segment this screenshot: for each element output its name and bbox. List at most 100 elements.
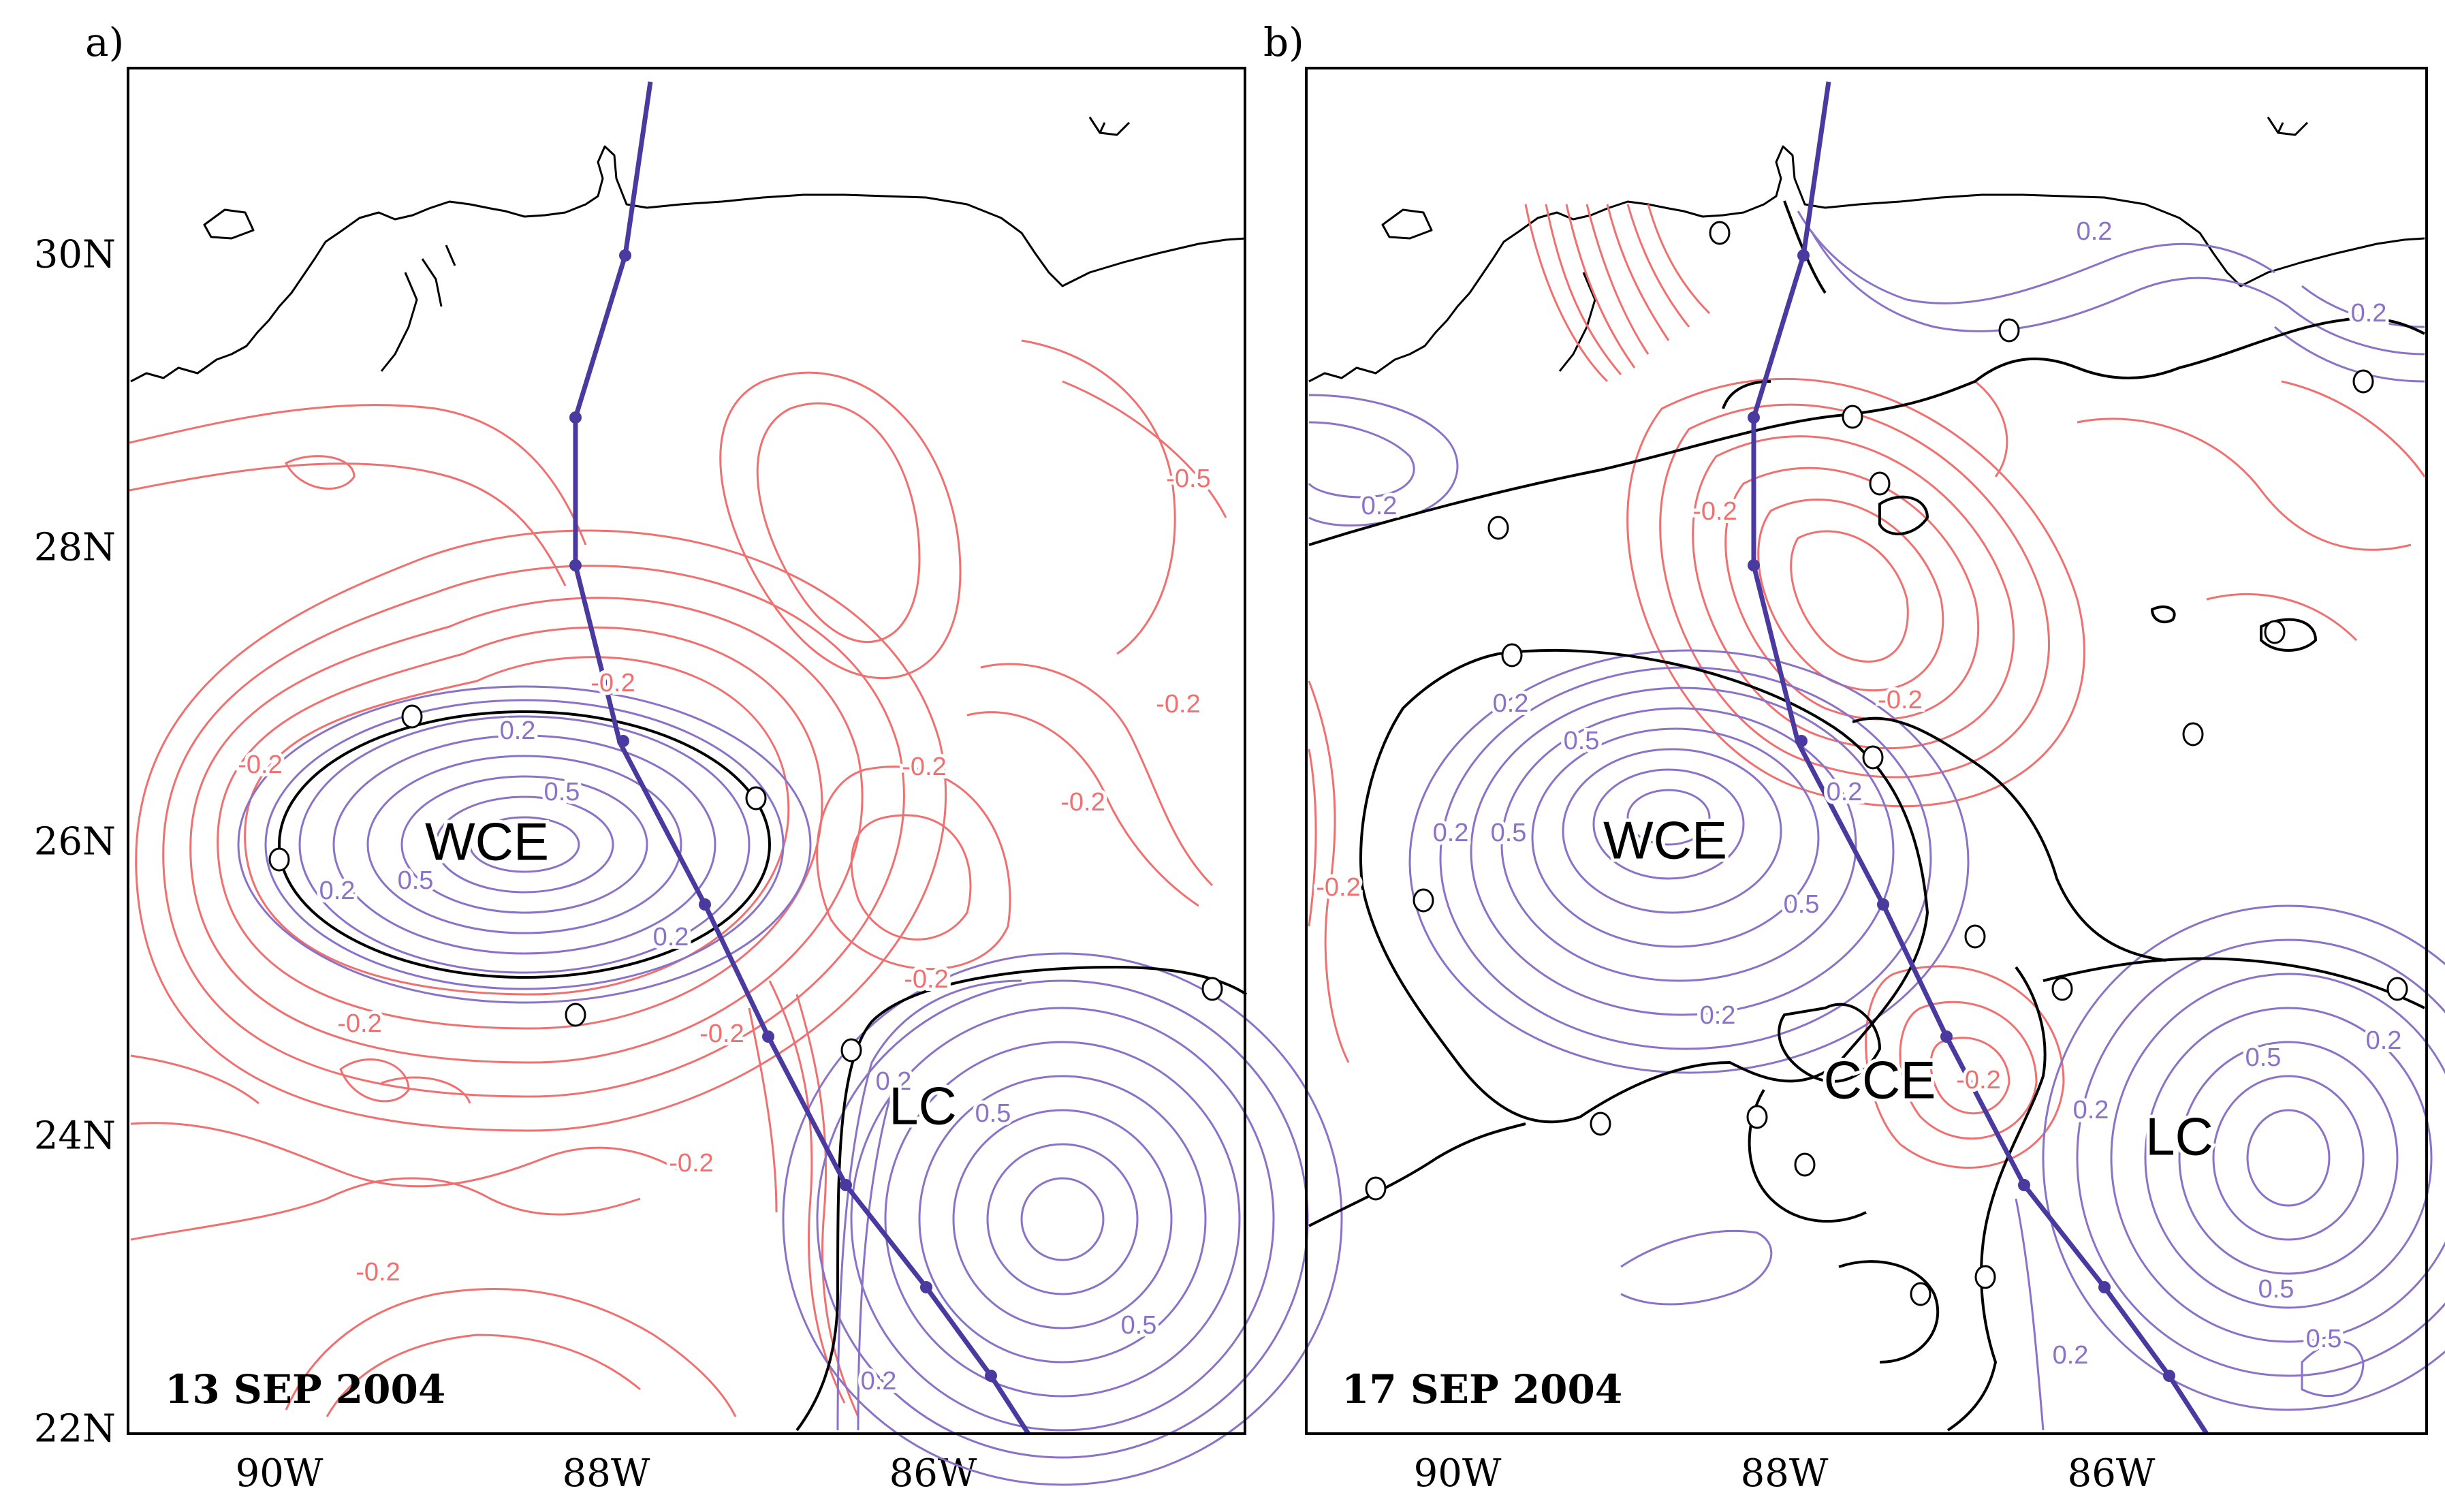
pos-contour-ring [1592, 768, 1745, 880]
contour-label: 0.5 [1121, 1311, 1157, 1340]
coastline-island-mississippi [380, 272, 418, 372]
pos-contour-ring [1020, 1177, 1105, 1261]
contour-label: -0.2 [356, 1258, 400, 1287]
contour-label: 0.5 [544, 778, 580, 806]
neg-contour-line [966, 711, 1199, 907]
neg-contour-line [130, 1054, 259, 1105]
coastline-island [1381, 208, 1433, 240]
neg-contour-line [1062, 380, 1227, 518]
contour-label-zero [1709, 221, 1731, 245]
contour-label-zero [745, 786, 767, 810]
neg-contour-ring [719, 371, 962, 679]
coastline-island-mississippi-2 [421, 258, 443, 307]
pos-contour-ring [2212, 1075, 2365, 1241]
contour-label-zero [1201, 977, 1223, 1001]
lat-tick-22n: 22N [34, 1407, 116, 1451]
neg-contour-ring [1692, 435, 2015, 750]
lat-tick-30n: 30N [34, 233, 116, 277]
contour-label: -0.2 [699, 1020, 744, 1048]
contour-label: 0.2 [1433, 819, 1469, 847]
track-point [2018, 1179, 2030, 1191]
lon-tick-90w: 90W [236, 1451, 324, 1496]
track-point [699, 898, 711, 911]
contour-label: 0.2 [2077, 217, 2113, 246]
neg-contour-line [129, 404, 587, 546]
pos-contour-line [1810, 231, 2289, 332]
hurricane-track-points [569, 249, 997, 1382]
contour-label-zero [1501, 643, 1523, 667]
track-point [619, 249, 631, 262]
contour-label-zero [1365, 1176, 1387, 1201]
contour-label: -0.2 [1060, 788, 1105, 817]
contour-label: -0.2 [904, 965, 948, 994]
contour-label-zero [1974, 1265, 1996, 1289]
negative-contour-labels: -0.2 -0.2 -0.2 -0.2 -0.2 -0.2 -0.2 -0.2 … [234, 461, 1214, 1290]
neg-contour-line [130, 1122, 682, 1188]
pos-contour-ring [1531, 727, 1820, 948]
contour-label: -0.5 [1166, 464, 1210, 493]
panel-a-date: 13 SEP 2004 [165, 1366, 445, 1413]
contour-label-zero [1746, 1105, 1768, 1129]
neg-contour-ring [135, 529, 947, 1132]
pos-contour-line [2015, 1198, 2045, 1431]
neg-contour-ring [756, 402, 921, 643]
zero-contour-line [1838, 1260, 1940, 1364]
pos-contour-line [2288, 305, 2425, 356]
pos-contour-line [1797, 210, 2275, 304]
lat-tick-28n: 28N [34, 526, 116, 570]
contour-label: 0.2 [500, 716, 536, 745]
coastline-island [203, 208, 255, 240]
lon-tick-88w-b: 88W [1741, 1451, 1829, 1496]
contour-label: 0.5 [398, 866, 434, 895]
track-point [617, 735, 629, 747]
pos-contour-ring [918, 1075, 1207, 1364]
contour-label: -0.2 [238, 751, 282, 779]
track-point [1940, 1030, 1953, 1043]
pos-contour-ring [1626, 789, 1711, 846]
contour-label-zero [2051, 977, 2073, 1001]
contour-label-zero [268, 847, 290, 872]
zero-contours [268, 704, 1248, 1432]
track-point [569, 411, 582, 424]
contour-label: 0.5 [1491, 819, 1527, 847]
track-point [1877, 898, 1889, 911]
neg-contour-line [130, 1177, 641, 1241]
coastline [1308, 145, 2425, 383]
pos-contour-ring [1408, 649, 1970, 1074]
contour-label: 0.5 [1784, 890, 1820, 919]
contour-label: 0.5 [2245, 1043, 2282, 1072]
track-point [1748, 411, 1760, 424]
pos-contour-line [836, 979, 1022, 1431]
neg-contour-line [768, 980, 846, 1404]
track-point [1795, 735, 1808, 747]
negative-contour-labels: -0.2 -0.2 -0.2 -0.2 [1312, 494, 2004, 1098]
pos-contour-ring [400, 775, 648, 914]
neg-contour-line [285, 1288, 737, 1417]
pos-contour-ring [1500, 707, 1857, 982]
pos-contour-line [2274, 326, 2425, 383]
lat-tick-24n: 24N [34, 1114, 116, 1159]
contour-label: -0.2 [1878, 686, 1922, 714]
zero-contour-lc-west [1946, 966, 2047, 1432]
pos-contour-ring [850, 1007, 1275, 1432]
contour-label: 0.2 [2053, 1341, 2089, 1370]
panel-a-map: -0.2 -0.2 -0.2 -0.2 -0.2 -0.2 -0.2 -0.2 … [129, 81, 1343, 1486]
pos-contour-line [1620, 1230, 1773, 1306]
contour-label: 0.2 [876, 1067, 912, 1096]
zero-contour-line [1308, 1122, 1526, 1227]
neg-contour-line [1308, 680, 1350, 1063]
pos-contour-ring [2246, 1109, 2331, 1207]
zero-contour-wce [278, 710, 771, 979]
contour-label: -0.2 [1956, 1066, 2000, 1094]
contour-label-zero [1869, 471, 1891, 496]
lon-tick-90w-b: 90W [1414, 1451, 1502, 1496]
neg-contour-line [1606, 204, 1670, 341]
lon-tick-86w: 86W [889, 1451, 977, 1496]
coastline [130, 145, 1247, 383]
panel-b-map: -0.2 -0.2 -0.2 -0.2 0.2 0.2 0.2 0.2 0.5 … [1308, 81, 2445, 1435]
coastline-river [1088, 116, 1131, 136]
pos-contour-ring [2076, 939, 2445, 1377]
track-point [2163, 1370, 2175, 1382]
lat-tick-26n: 26N [34, 820, 116, 864]
